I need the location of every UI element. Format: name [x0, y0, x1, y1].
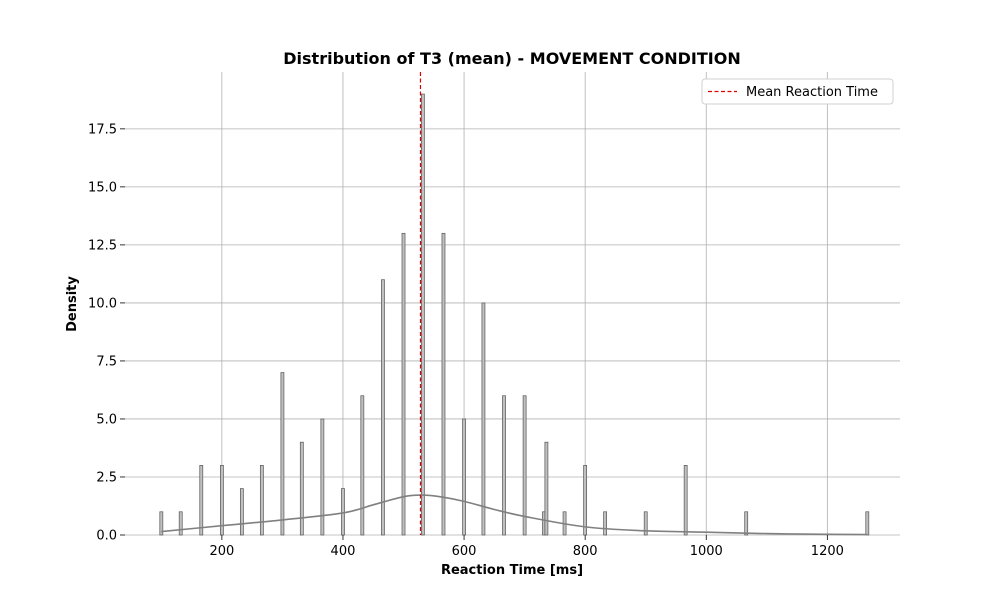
histogram-bar	[744, 511, 749, 536]
histogram-bar	[320, 418, 325, 536]
histogram-bar	[603, 511, 608, 536]
histogram-bar	[280, 372, 285, 536]
histogram-bar	[683, 465, 688, 536]
x-tick-label: 400	[331, 544, 356, 559]
histogram-bar	[220, 465, 224, 536]
chart-title: Distribution of T3 (mean) - MOVEMENT CON…	[283, 49, 740, 68]
y-tick-label: 15.0	[88, 180, 117, 195]
x-tick-label: 200	[209, 544, 234, 559]
y-tick-label: 7.5	[96, 354, 117, 369]
histogram-bar	[544, 441, 549, 536]
x-tick-label: 800	[573, 544, 598, 559]
histogram-bar	[502, 395, 506, 536]
histogram-bar	[462, 418, 466, 536]
y-tick-label: 5.0	[96, 412, 117, 427]
histogram-bar	[199, 465, 204, 536]
histogram-bar	[178, 511, 183, 536]
histogram-bar	[441, 232, 446, 536]
histogram-bar	[481, 302, 486, 536]
histogram-bar	[583, 465, 588, 536]
x-tick-label: 1000	[690, 544, 723, 559]
histogram-bar	[360, 395, 365, 536]
histogram-bar	[341, 488, 345, 536]
histogram-bar	[239, 488, 244, 536]
x-tick-label: 600	[452, 544, 477, 559]
x-axis-ticks: 200 400 600 800 1000 1200	[209, 535, 844, 559]
y-axis-ticks: 0.0 2.5 5.0 7.5 10.0 12.5 15.0 17.5	[88, 122, 125, 544]
histogram-bar	[421, 93, 425, 536]
histogram-bar	[381, 279, 385, 536]
y-axis-label: Density	[65, 276, 80, 332]
y-tick-label: 0.0	[96, 529, 117, 544]
histogram-bar	[299, 441, 304, 536]
legend: Mean Reaction Time	[701, 78, 894, 105]
kde-curve	[161, 494, 868, 536]
histogram-bar	[865, 511, 870, 536]
x-axis-label: Reaction Time [ms]	[441, 563, 583, 578]
y-tick-label: 17.5	[88, 122, 117, 137]
grid-lines	[125, 72, 900, 536]
x-tick-label: 1200	[811, 544, 844, 559]
histogram-bar	[643, 511, 648, 536]
y-tick-label: 12.5	[88, 238, 117, 253]
legend-box	[701, 78, 894, 105]
histogram-bars	[159, 93, 870, 536]
legend-mean-label: Mean Reaction Time	[746, 85, 878, 100]
y-tick-label: 10.0	[88, 296, 117, 311]
histogram-bar	[259, 465, 264, 536]
histogram-bar	[401, 232, 406, 536]
y-tick-label: 2.5	[96, 470, 117, 485]
histogram-bar	[522, 395, 527, 536]
histogram-bar	[159, 511, 164, 536]
